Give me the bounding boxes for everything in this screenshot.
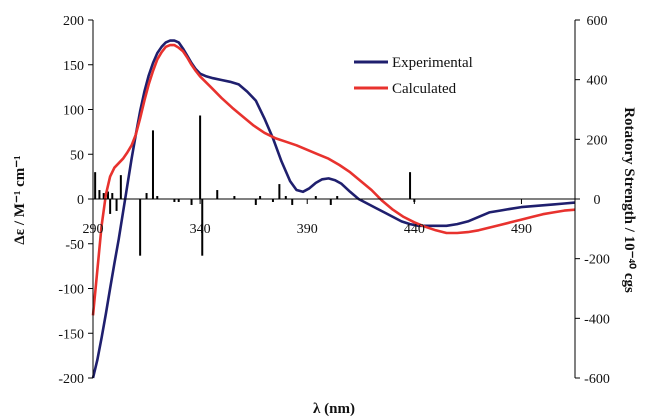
y-tick-label: 100 bbox=[63, 104, 84, 119]
y2-tick-label: 0 bbox=[594, 193, 601, 208]
legend-label-calculated: Calculated bbox=[392, 81, 457, 97]
tick-labels: 200 150 100 50 0 -50 -100 -150 -200 600 400 200 0 -20… bbox=[58, 14, 610, 387]
x-tick-label: 490 bbox=[511, 222, 532, 237]
legend: Experimental Calculated bbox=[354, 55, 473, 97]
y-tick-label: -50 bbox=[65, 238, 84, 253]
axes bbox=[88, 19, 580, 379]
y2-tick-label: -600 bbox=[584, 372, 610, 387]
x-tick-label: 340 bbox=[190, 222, 211, 237]
x-axis-title: λ (nm) bbox=[313, 401, 355, 417]
y2-tick-label: -400 bbox=[584, 312, 610, 327]
x-tick-label: 440 bbox=[404, 222, 425, 237]
y2-tick-label: 400 bbox=[587, 74, 608, 89]
legend-label-experimental: Experimental bbox=[392, 55, 473, 71]
y-tick-label: -200 bbox=[58, 372, 84, 387]
y-axis-title: Δε / M⁻¹ cm⁻¹ bbox=[12, 155, 28, 244]
y2-tick-label: -200 bbox=[584, 253, 610, 268]
series-line-experimental bbox=[91, 39, 576, 379]
y-tick-label: -100 bbox=[58, 283, 84, 298]
spectrum-lines bbox=[91, 39, 576, 379]
y-tick-label: 150 bbox=[63, 59, 84, 74]
x-tick-label: 390 bbox=[297, 222, 318, 237]
y-tick-label: 0 bbox=[77, 193, 84, 208]
y2-axis-title: Rotatory Strength / 10⁻⁴⁰ cgs bbox=[621, 107, 637, 293]
y-tick-label: 200 bbox=[63, 14, 84, 29]
y2-tick-label: 600 bbox=[587, 14, 608, 29]
y2-tick-label: 200 bbox=[587, 133, 608, 148]
y-tick-label: 50 bbox=[70, 148, 84, 163]
x-tick-label: 290 bbox=[83, 222, 104, 237]
y-tick-label: -150 bbox=[58, 327, 84, 342]
series-line-calculated bbox=[91, 43, 576, 316]
